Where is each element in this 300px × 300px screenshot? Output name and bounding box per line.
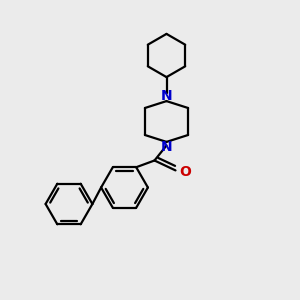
Text: N: N (161, 140, 172, 154)
Text: N: N (161, 89, 172, 103)
Text: O: O (179, 165, 191, 179)
